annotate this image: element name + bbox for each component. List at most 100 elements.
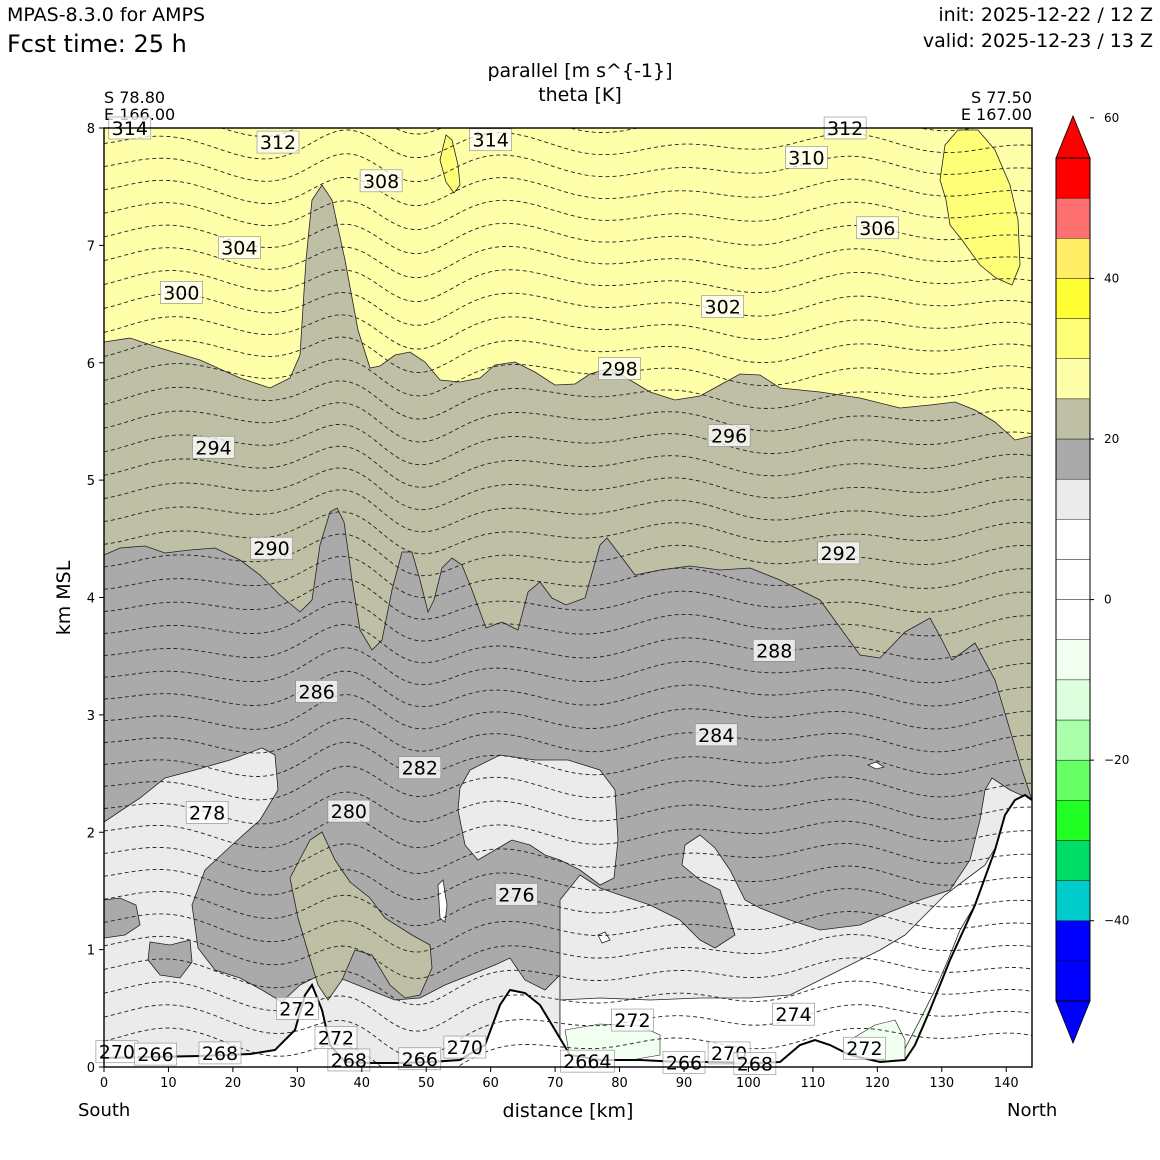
theta-label: 266 — [134, 1042, 177, 1066]
colorbar-segment — [1055, 318, 1091, 359]
theta-label: 280 — [327, 799, 371, 823]
theta-label: 302 — [701, 295, 744, 318]
theta-label: 294 — [192, 435, 235, 459]
colorbar: −40 −20 0 20 40 60 — [1055, 111, 1129, 1045]
theta-contour-line — [104, 314, 1032, 350]
theta-label-text: 296 — [711, 426, 747, 448]
small-white-blob-2 — [597, 931, 611, 944]
theta-contour-line — [104, 647, 1032, 686]
theta-label-text: 288 — [756, 640, 792, 662]
theta-contour-line — [104, 741, 1032, 777]
theta-label-text: 272 — [614, 1010, 650, 1032]
x-tick-label: 20 — [225, 1076, 242, 1091]
theta-label: 300 — [160, 281, 203, 304]
theta-label: 290 — [250, 536, 293, 560]
colorbar-frame — [1055, 157, 1091, 1002]
theta-label: 274 — [772, 1002, 815, 1026]
theta-label: 292 — [817, 541, 860, 565]
x-tick-label: 130 — [929, 1076, 954, 1091]
colorbar-segment — [1055, 840, 1091, 881]
theta-contour-line — [104, 817, 1032, 849]
y-axis-label: km MSL — [53, 560, 75, 635]
theta-label-text: 272 — [846, 1038, 882, 1060]
theta-label: 278 — [185, 800, 229, 824]
right-endpoint-lon: E 167.00 — [960, 105, 1032, 124]
theta-label-text: 312 — [260, 132, 296, 154]
theta-label-text: 266 — [137, 1044, 173, 1066]
theta-contour-line — [104, 934, 1032, 979]
theta-label-text: 302 — [705, 296, 741, 318]
theta-label: 288 — [752, 639, 796, 662]
theta-label-text: 270 — [447, 1037, 483, 1059]
theta-label: 268 — [327, 1048, 371, 1072]
theta-label-text: 286 — [299, 681, 335, 703]
theta-contour-line — [104, 717, 1032, 754]
colorbar-segment — [1055, 358, 1091, 400]
theta-contour-line — [104, 957, 1032, 1006]
theta-contour-line — [104, 791, 1032, 825]
left-endpoint-coords: S 78.80 E 166.00 — [104, 89, 175, 123]
theta-contour-line — [104, 601, 1032, 642]
theta-label: 306 — [856, 216, 899, 240]
theta-contour-line — [104, 670, 1032, 708]
fill-15-20-blob-mid — [147, 939, 193, 979]
x-tick-label: 120 — [865, 1076, 890, 1091]
x-tick-label: 100 — [736, 1076, 761, 1091]
x-tick-label: 90 — [676, 1076, 693, 1091]
colorbar-tick-label: 60 — [1104, 111, 1119, 125]
theta-contour-line — [104, 269, 1032, 302]
colorbar-segment — [1055, 679, 1091, 721]
y-tick-label: 4 — [87, 592, 95, 607]
colorbar-segment — [1055, 880, 1091, 921]
colorbar-segment — [1055, 157, 1091, 199]
colorbar-segment — [1055, 438, 1091, 480]
theta-contour-line — [104, 153, 1032, 182]
x-axis-label: distance [km] — [503, 1100, 634, 1122]
theta-label-text: 266 — [402, 1049, 438, 1071]
fill-10-15-right — [457, 754, 619, 886]
theta-contour-line — [104, 445, 1032, 488]
theta-label: 272 — [276, 997, 319, 1020]
colorbar-over-arrow — [1055, 114, 1091, 159]
theta-contour-line — [104, 694, 1032, 730]
south-end-label: South — [78, 1100, 131, 1121]
theta-contour-line — [104, 467, 1032, 511]
colorbar-segment — [1055, 278, 1091, 319]
colorbar-segment — [1055, 639, 1091, 681]
x-tick-label: 0 — [100, 1076, 108, 1091]
theta-contour-line — [104, 336, 1032, 374]
small-white-blob — [437, 879, 448, 923]
theta-label-text: 266 — [666, 1052, 702, 1074]
theta-contour-line — [104, 911, 1032, 953]
theta-contour-line — [104, 380, 1032, 420]
theta-label-text: 268 — [202, 1043, 238, 1065]
theta-label-text: 268 — [737, 1053, 773, 1075]
theta-contour-line — [104, 578, 1032, 620]
colorbar-segment — [1055, 719, 1091, 761]
theta-contour-line — [104, 292, 1032, 326]
left-endpoint-lat: S 78.80 — [104, 88, 166, 107]
theta-label-text: 290 — [253, 538, 289, 560]
colorbar-segment — [1055, 559, 1091, 600]
theta-label: 272 — [611, 1008, 654, 1032]
theta-label: 276 — [495, 883, 538, 906]
theta-contour-labels: 314 312 314 312 308 310 304 306 300 302 298 294 296 2… — [95, 116, 899, 1075]
theta-label-text: 300 — [163, 282, 199, 304]
theta-contour-line — [104, 129, 1032, 160]
colorbar-segment — [1055, 238, 1091, 279]
theta-label: 296 — [707, 424, 751, 448]
right-endpoint-coords: S 77.50 E 167.00 — [961, 89, 1032, 123]
x-tick-label: 70 — [547, 1076, 564, 1091]
x-tick-label: 140 — [994, 1076, 1019, 1091]
y-tick-label: 8 — [87, 122, 95, 137]
y-tick-label: 2 — [87, 826, 95, 841]
colorbar-segment — [1055, 519, 1091, 560]
theta-label: 272 — [314, 1026, 358, 1050]
theta-label-text: 298 — [601, 359, 637, 381]
theta-label-text: 312 — [827, 118, 863, 140]
theta-label: 266 — [662, 1051, 706, 1074]
theta-contour-line — [104, 423, 1032, 466]
theta-label: 270 — [443, 1035, 487, 1059]
colorbar-segment — [1055, 960, 1091, 1002]
